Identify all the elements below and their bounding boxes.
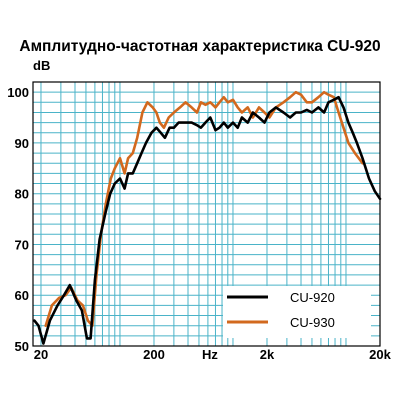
y-tick-label-80: 80 [15, 187, 29, 202]
y-tick-label-100: 100 [7, 85, 29, 100]
y-tick-label-70: 70 [15, 237, 29, 252]
x-tick-label-200: 200 [143, 347, 165, 362]
y-axis-unit-label: dB [33, 58, 50, 73]
legend-label-cu-920: CU-920 [290, 290, 335, 305]
y-tick-label-60: 60 [15, 288, 29, 303]
chart-title: Амплитудно-частотная характеристика CU-9… [19, 38, 380, 55]
legend: CU-920 CU-930 [223, 286, 371, 338]
x-axis-unit-label: Hz [202, 347, 218, 362]
series-layer [33, 90, 382, 345]
x-tick-labels: 20 200 2k 20k [34, 347, 392, 362]
series-line-cu-920 [33, 95, 382, 345]
legend-label-cu-930: CU-930 [290, 315, 335, 330]
plot-frame [32, 81, 381, 347]
y-tick-labels: 50 60 70 80 90 100 [7, 85, 29, 354]
x-tick-label-20: 20 [34, 347, 48, 362]
x-tick-label-2k: 2k [260, 347, 275, 362]
y-tick-label-90: 90 [15, 136, 29, 151]
x-tick-label-20k: 20k [369, 347, 391, 362]
legend-box [223, 286, 371, 338]
y-tick-label-50: 50 [15, 339, 29, 354]
